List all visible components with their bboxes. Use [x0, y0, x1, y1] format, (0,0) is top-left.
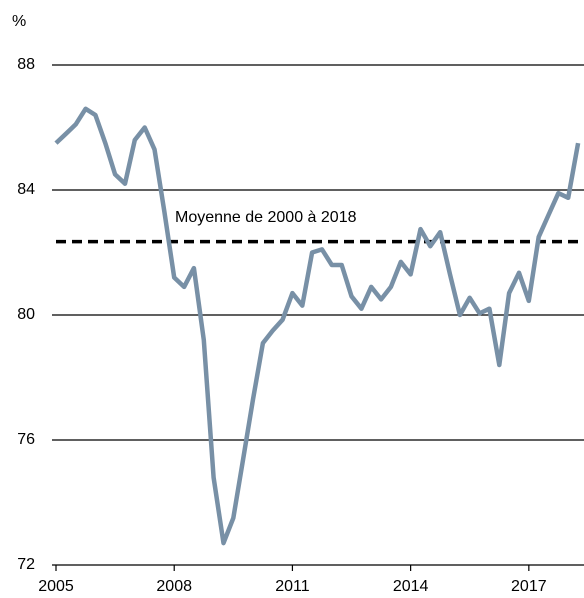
- x-tick-label: 2005: [38, 578, 74, 595]
- line-series: [54, 106, 581, 546]
- y-tick-label: 72: [17, 556, 35, 573]
- x-tick-label: 2017: [511, 578, 547, 595]
- reference-label: Moyenne de 2000 à 2018: [175, 209, 357, 226]
- y-tick-label: 80: [17, 306, 35, 323]
- x-tick-label: 2011: [275, 578, 310, 595]
- y-axis-label: %: [12, 13, 26, 30]
- y-tick-label: 76: [17, 431, 35, 448]
- y-tick-label: 88: [17, 56, 35, 73]
- y-tick-label: 84: [17, 181, 35, 198]
- x-tick-label: 2008: [156, 578, 192, 595]
- x-tick-label: 2014: [393, 578, 429, 595]
